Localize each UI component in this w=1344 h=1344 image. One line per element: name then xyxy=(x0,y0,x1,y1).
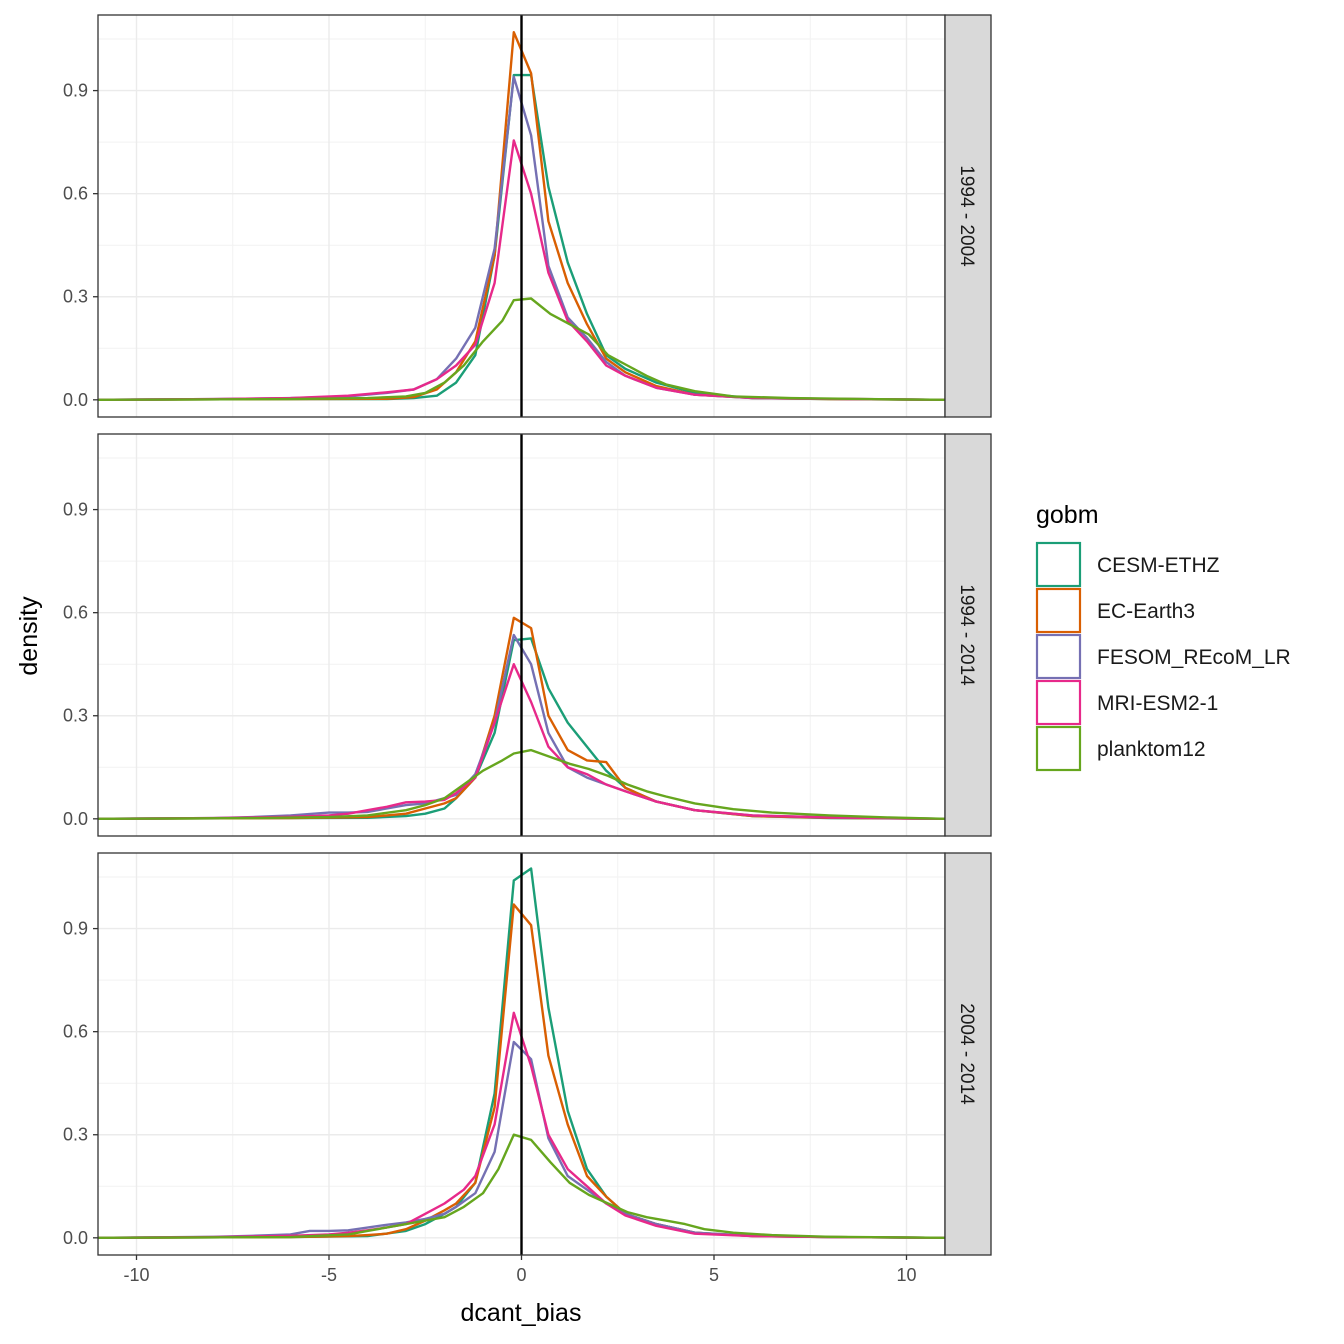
y-axis-title: density xyxy=(15,596,43,676)
legend-item: EC-Earth3 xyxy=(1035,587,1195,634)
x-tick-label: -10 xyxy=(123,1265,149,1285)
series-line xyxy=(97,1040,946,1239)
x-tick-label: -5 xyxy=(321,1265,337,1285)
legend-item: FESOM_REcoM_LR xyxy=(1035,633,1291,680)
x-tick-label: 0 xyxy=(516,1265,526,1285)
series-line xyxy=(97,748,946,820)
legend-label: EC-Earth3 xyxy=(1097,600,1195,623)
facet-strip-label: 2004 - 2014 xyxy=(956,1003,977,1105)
x-axis: -10 -5 0 5 10 xyxy=(123,1255,917,1285)
legend-label: CESM-ETHZ xyxy=(1097,554,1220,577)
y-tick-label: 0.0 xyxy=(63,809,88,829)
y-tick-label: 0.9 xyxy=(63,919,88,939)
legend-key xyxy=(1035,541,1082,588)
facet-strip-label: 1994 - 2014 xyxy=(956,584,977,686)
y-tick-label: 0.9 xyxy=(63,81,88,101)
x-tick-label: 5 xyxy=(709,1265,719,1285)
panels-layer: 0.0 0.3 0.6 0.9 1994 - 2004 0.0 0.3 0.6 0.9 1994 … xyxy=(63,14,992,1256)
legend-key xyxy=(1035,679,1082,726)
facet-panel: 0.0 0.3 0.6 0.9 1994 - 2004 xyxy=(63,14,992,418)
y-tick-label: 0.6 xyxy=(63,603,88,623)
series-line xyxy=(97,1011,946,1239)
y-tick-label: 0.0 xyxy=(63,390,88,410)
facet-strip-label: 1994 - 2004 xyxy=(956,165,977,267)
legend: gobm CESM-ETHZ EC-Earth3 FESOM_REcoM_LR MRI… xyxy=(1035,501,1291,772)
series-line xyxy=(97,297,946,401)
y-tick-label: 0.9 xyxy=(63,500,88,520)
legend-key xyxy=(1035,725,1082,772)
facet-panel: 0.0 0.3 0.6 0.9 1994 - 2014 xyxy=(63,433,992,837)
legend-key xyxy=(1035,587,1082,634)
y-tick-label: 0.6 xyxy=(63,184,88,204)
x-tick-label: 10 xyxy=(896,1265,916,1285)
legend-label: MRI-ESM2-1 xyxy=(1097,692,1218,715)
facet-strip xyxy=(944,852,992,1256)
legend-label: planktom12 xyxy=(1097,738,1206,761)
legend-item: MRI-ESM2-1 xyxy=(1035,679,1218,726)
facet-strip xyxy=(944,433,992,837)
series-line xyxy=(97,73,946,401)
y-tick-label: 0.6 xyxy=(63,1022,88,1042)
x-axis-title: dcant_bias xyxy=(461,1299,582,1327)
y-tick-label: 0.3 xyxy=(63,287,88,307)
facet-strip xyxy=(944,14,992,418)
series-line xyxy=(97,1133,946,1239)
y-tick-label: 0.3 xyxy=(63,1125,88,1145)
legend-item: planktom12 xyxy=(1035,725,1206,772)
y-tick-label: 0.0 xyxy=(63,1228,88,1248)
legend-key xyxy=(1035,633,1082,680)
y-tick-label: 0.3 xyxy=(63,706,88,726)
facet-panel: 0.0 0.3 0.6 0.9 2004 - 2014 xyxy=(63,852,992,1256)
series-line xyxy=(97,663,946,820)
legend-title: gobm xyxy=(1036,501,1099,529)
legend-label: FESOM_REcoM_LR xyxy=(1097,646,1291,669)
legend-item: CESM-ETHZ xyxy=(1035,541,1220,588)
